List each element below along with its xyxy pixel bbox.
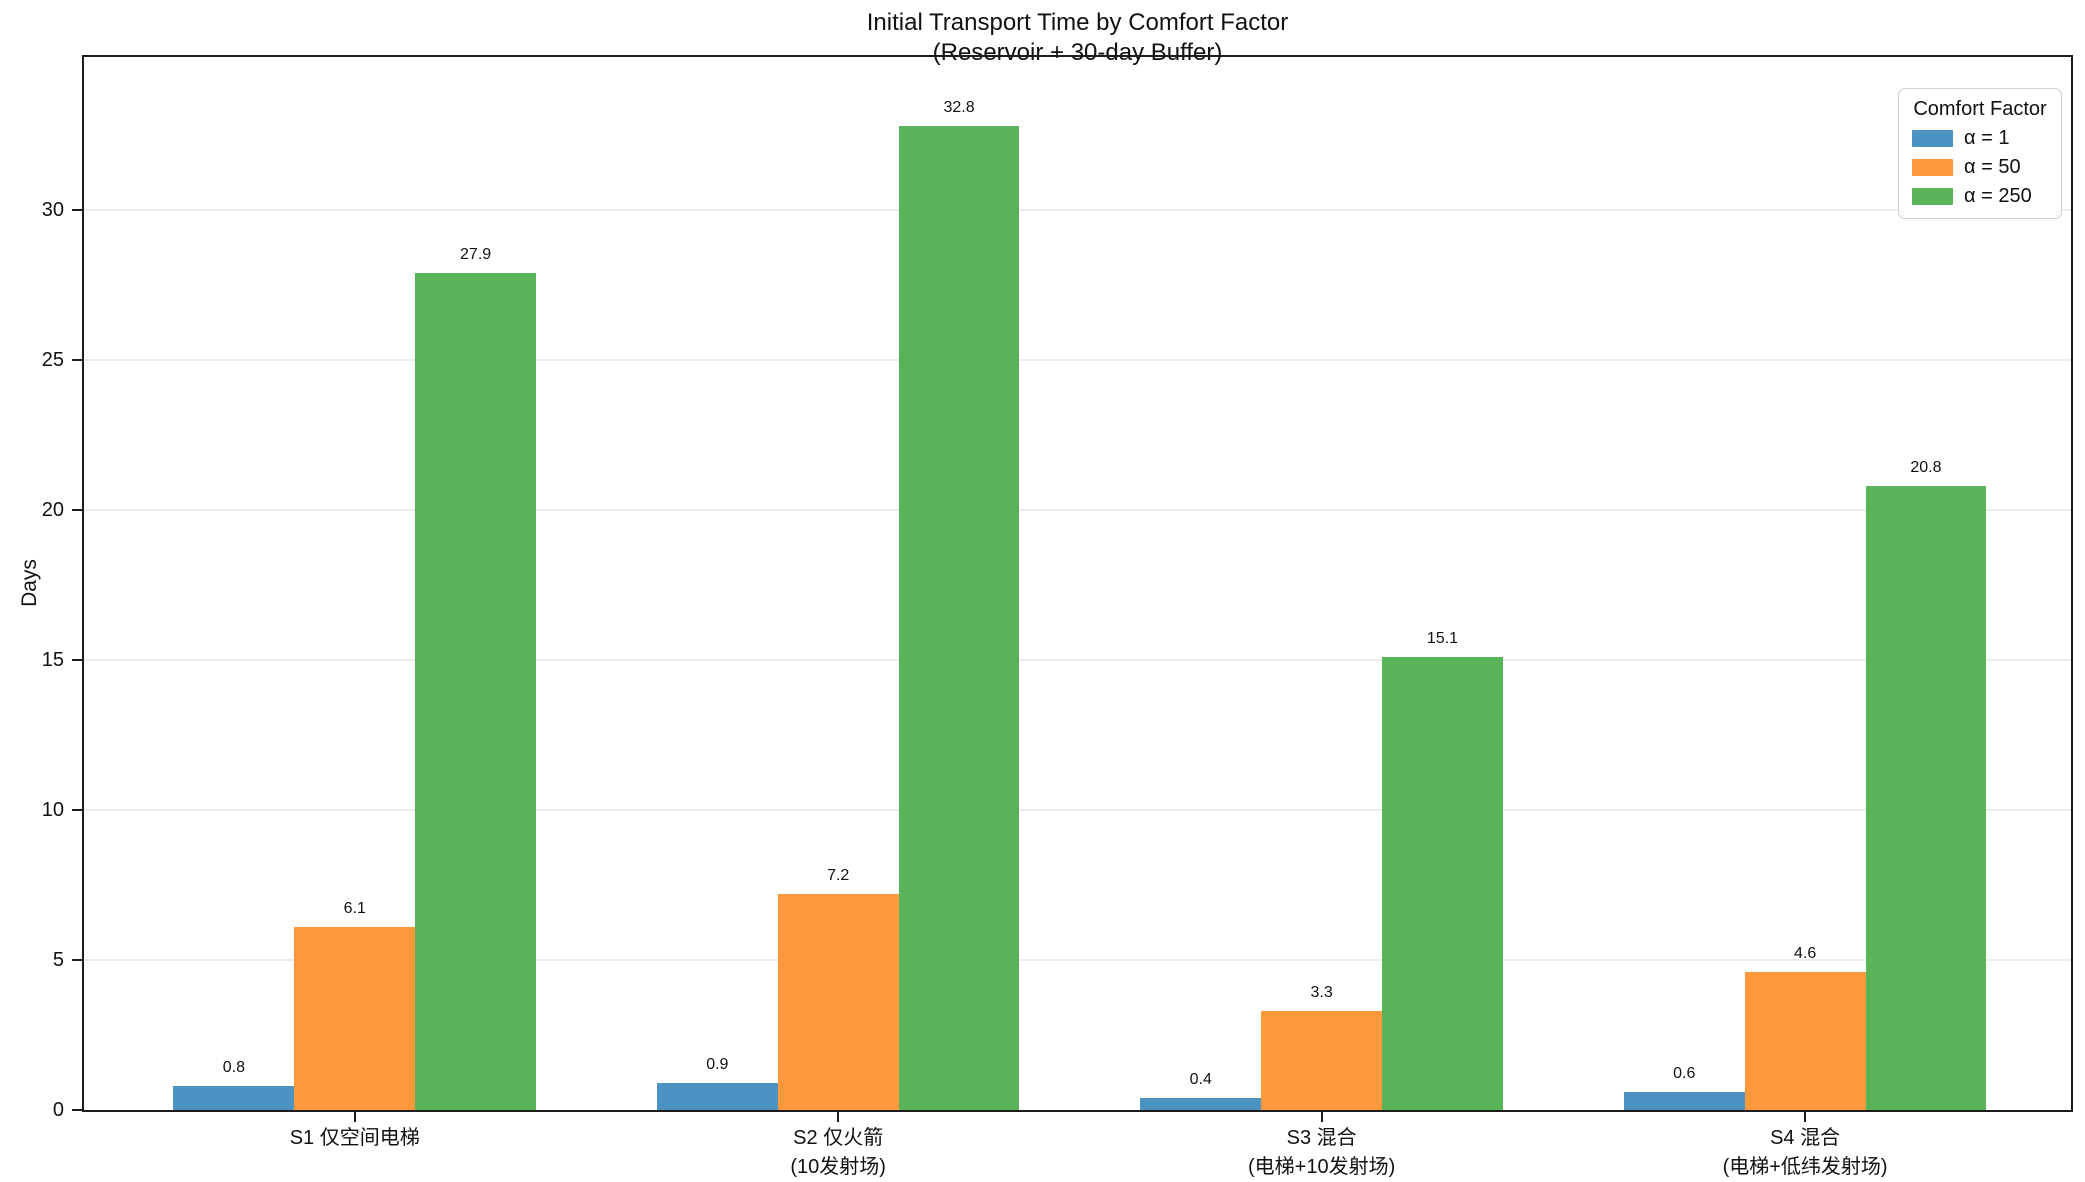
y-tick-label: 0	[52, 1099, 64, 1121]
gridline-y-30	[84, 209, 2071, 211]
bar-value-label: 0.6	[1673, 1065, 1696, 1082]
x-tick-label: S2 仅火箭 (10发射场)	[790, 1127, 886, 1178]
x-tick-label: S3 混合 (电梯+10发射场)	[1248, 1127, 1396, 1178]
bar-value-label: 7.2	[827, 867, 850, 884]
bar-value-label: 32.8	[943, 99, 975, 116]
y-tick-mark	[72, 659, 82, 661]
y-tick-label: 5	[52, 949, 64, 971]
chart-title: Initial Transport Time by Comfort Factor…	[84, 8, 2071, 68]
x-tick-mark	[1804, 1112, 1807, 1122]
legend-title: Comfort Factor	[1913, 98, 2047, 120]
bar-α=1-group-2	[656, 1083, 778, 1110]
y-tick-mark	[72, 959, 82, 961]
gridline-y-20	[84, 509, 2071, 511]
legend-entry: α = 1	[1912, 127, 2048, 150]
legend-swatch-icon	[1912, 159, 1953, 176]
legend: Comfort Factor α = 1 α = 50 α = 250	[1898, 88, 2062, 219]
chart-title-line-2: (Reservoir + 30-day Buffer)	[932, 39, 1223, 66]
bar-α=50-group-2	[777, 894, 899, 1110]
legend-entry-label: α = 250	[1964, 185, 2032, 207]
gridline-y-5	[84, 959, 2071, 961]
bar-value-label: 20.8	[1910, 459, 1942, 476]
legend-entry: α = 250	[1912, 185, 2048, 208]
x-tick-mark	[353, 1112, 356, 1122]
x-tick-label: S1 仅空间电梯	[289, 1127, 420, 1149]
bar-α=250-group-4	[1865, 486, 1987, 1110]
bar-value-label: 3.3	[1310, 984, 1333, 1001]
legend-entries: α = 1 α = 50 α = 250	[1912, 127, 2048, 208]
x-tick-mark	[837, 1112, 840, 1122]
x-tick-label: S4 混合 (电梯+低纬发射场)	[1722, 1127, 1888, 1178]
legend-entry-label: α = 50	[1964, 156, 2021, 178]
bar-value-label: 0.9	[706, 1056, 729, 1073]
y-tick-label: 10	[41, 799, 64, 821]
x-tick-mark	[1320, 1112, 1323, 1122]
bar-α=50-group-1	[294, 927, 416, 1110]
gridline-y-10	[84, 809, 2071, 811]
bar-value-label: 0.4	[1189, 1071, 1212, 1088]
bar-α=1-group-4	[1623, 1092, 1745, 1110]
gridline-y-15	[84, 659, 2071, 661]
y-tick-mark	[72, 809, 82, 811]
bar-α=250-group-3	[1382, 657, 1503, 1110]
y-tick-mark	[72, 1109, 82, 1111]
y-axis-label: Days	[18, 559, 41, 607]
bar-value-label: 6.1	[343, 900, 366, 917]
bar-α=50-group-4	[1744, 972, 1866, 1110]
bar-α=250-group-1	[415, 273, 537, 1110]
legend-entry: α = 50	[1912, 156, 2048, 179]
y-tick-label: 20	[41, 499, 64, 521]
bar-value-label: 27.9	[460, 246, 492, 263]
bar-α=1-group-3	[1140, 1098, 1262, 1110]
y-tick-mark	[72, 209, 82, 211]
y-tick-mark	[72, 359, 82, 361]
bar-value-label: 0.8	[222, 1059, 245, 1076]
bar-value-label: 15.1	[1426, 630, 1459, 647]
y-tick-label: 15	[41, 649, 64, 671]
bar-α=1-group-1	[173, 1086, 295, 1110]
y-tick-label: 25	[41, 349, 64, 371]
y-tick-mark	[72, 509, 82, 511]
bar-value-label: 4.6	[1793, 945, 1817, 962]
legend-swatch-icon	[1912, 188, 1953, 205]
gridline-y-25	[84, 359, 2071, 361]
legend-entry-label: α = 1	[1964, 127, 2010, 149]
legend-swatch-icon	[1912, 130, 1953, 147]
chart-title-line-1: Initial Transport Time by Comfort Factor	[866, 9, 1289, 36]
bar-α=250-group-2	[898, 126, 1020, 1110]
bar-α=50-group-3	[1261, 1011, 1383, 1110]
y-tick-label: 30	[41, 199, 64, 221]
